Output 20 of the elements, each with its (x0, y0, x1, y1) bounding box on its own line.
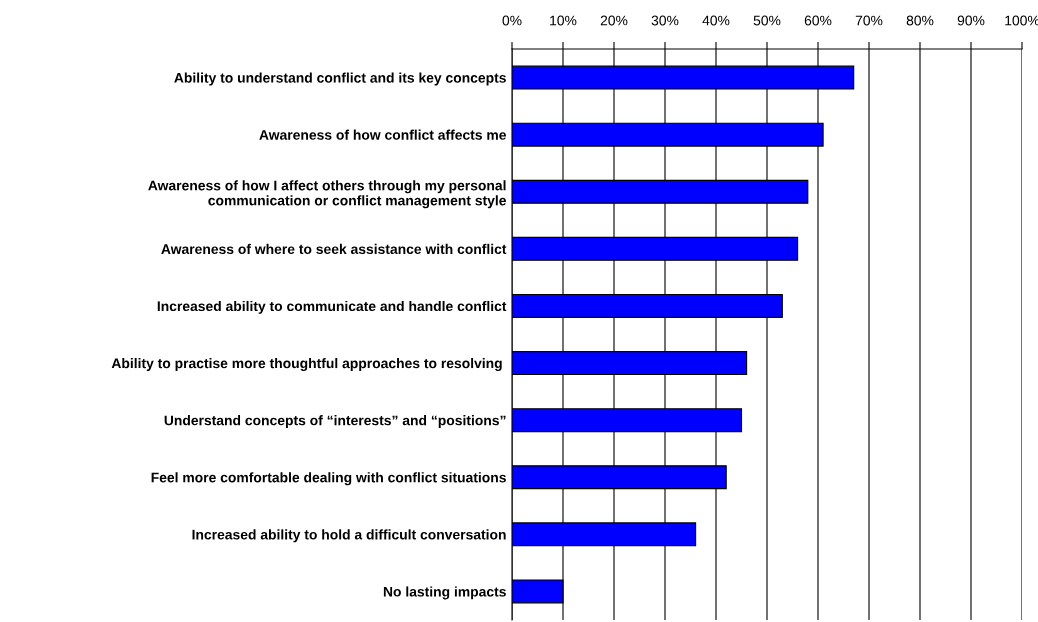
y-tick-label: Understand concepts of “interests” and “positions” (164, 415, 506, 429)
y-tick-label: Increased ability to communicate and handle conflict (157, 300, 507, 314)
y-tick-label: No lasting impacts (383, 586, 506, 600)
x-tick-label: 50% (753, 15, 781, 26)
y-tick-label: Ability to practise more thoughtful approaches to resolving (111, 358, 502, 372)
y-tick-label: Awareness of how I affect others through my personal communication or conflict management style (148, 180, 506, 209)
y-tick-label: Awareness of where to seek assistance with conflict (161, 243, 507, 255)
x-tick-label: 10% (550, 15, 577, 26)
x-tick-label: 90% (957, 15, 985, 26)
x-tick-label: 70% (855, 15, 883, 26)
x-tick-label: 0% (502, 15, 522, 26)
x-tick-label: 20% (600, 15, 628, 26)
x-tick-label: 30% (651, 15, 679, 26)
y-tick-label: Increased ability to hold a difficult conversation (192, 529, 506, 543)
y-tick-label: Awareness of how conflict affects me (259, 129, 506, 140)
x-tick-label: 40% (702, 15, 730, 26)
x-tick-label: 60% (804, 15, 832, 26)
y-tick-label: Ability to understand conflict and its key concepts (174, 72, 506, 86)
x-tick-label: 80% (906, 15, 934, 26)
y-tick-label: Feel more comfortable dealing with conflict situations (151, 472, 506, 486)
